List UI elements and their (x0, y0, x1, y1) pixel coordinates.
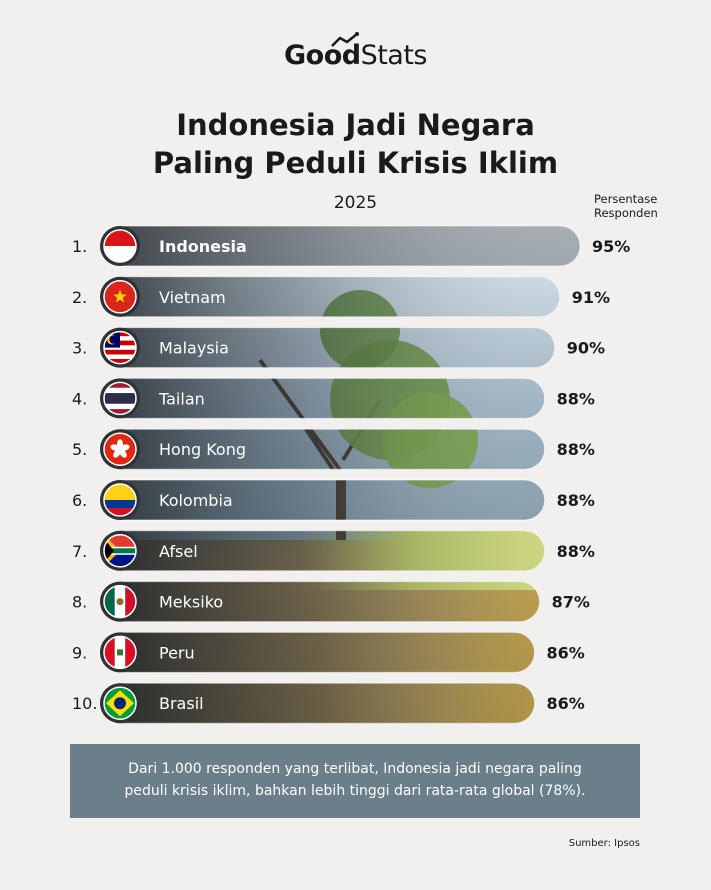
mexico-flag-icon (103, 584, 137, 619)
category-label-meksiko: Meksiko (159, 593, 223, 612)
rank-label: 6. (72, 491, 87, 510)
logo-stats-text: Stats (360, 40, 428, 71)
category-label-malaysia: Malaysia (159, 339, 229, 358)
south-africa-flag-icon (103, 534, 137, 568)
indonesia-flag-icon (103, 229, 137, 263)
logo-good-text: Good (283, 40, 361, 71)
peru-flag-icon (103, 635, 137, 670)
bar-highlight-indonesia (100, 226, 580, 266)
value-label-indonesia: 95% (592, 237, 630, 256)
chart-subtitle-year: 2025 (333, 193, 378, 213)
value-label-afsel: 88% (557, 542, 595, 561)
rank-label: 3. (72, 339, 87, 358)
note-line-1: Dari 1.000 responden yang terlibat, Indo… (128, 761, 582, 777)
title-line-1: Indonesia Jadi Negara (176, 108, 535, 142)
rank-label: 7. (72, 542, 87, 561)
colombia-flag-icon (103, 483, 137, 517)
source-credit: Sumber: Ipsos (568, 838, 640, 849)
goodstats-logo: GoodStats (0, 32, 711, 71)
category-label-indonesia: Indonesia (159, 237, 247, 256)
category-label-vietnam: Vietnam (159, 288, 226, 307)
rank-label: 4. (72, 389, 87, 408)
column-header-line-2: Responden (594, 206, 658, 220)
value-label-hong-kong: 88% (557, 440, 595, 459)
note-line-2: peduli krisis iklim, bahkan lebih tinggi… (124, 783, 586, 799)
thailand-flag-icon (103, 381, 137, 416)
rank-label: 10. (72, 694, 97, 713)
value-label-meksiko: 87% (552, 593, 590, 612)
rank-label: 5. (72, 440, 87, 459)
value-label-kolombia: 88% (557, 491, 595, 510)
value-label-peru: 86% (547, 643, 585, 662)
rank-label: 2. (72, 288, 87, 307)
summary-note: Dari 1.000 responden yang terlibat, Indo… (70, 744, 640, 818)
category-label-brasil: Brasil (159, 694, 204, 713)
rank-label: 8. (72, 593, 87, 612)
category-label-peru: Peru (159, 643, 195, 662)
category-label-afsel: Afsel (159, 542, 198, 561)
chart-title: Indonesia Jadi Negara Paling Peduli Kris… (0, 106, 711, 182)
category-label-tailan: Tailan (158, 389, 205, 408)
title-line-2: Paling Peduli Krisis Iklim (152, 146, 559, 180)
rank-label: 9. (72, 643, 87, 662)
category-label-hong-kong: Hong Kong (159, 440, 246, 459)
value-label-brasil: 86% (547, 694, 585, 713)
chart-line-icon (331, 32, 359, 47)
brazil-flag-icon (103, 686, 137, 720)
hong-kong-flag-icon (103, 432, 137, 466)
value-label-malaysia: 90% (567, 339, 605, 358)
vietnam-flag-icon (103, 280, 137, 314)
value-column-header: Persentase Responden (594, 192, 704, 220)
value-label-tailan: 88% (557, 389, 595, 408)
column-header-line-1: Persentase (594, 192, 658, 206)
rank-label: 1. (72, 237, 87, 256)
malaysia-flag-icon (103, 330, 137, 365)
category-label-kolombia: Kolombia (159, 491, 233, 510)
value-label-vietnam: 91% (572, 288, 610, 307)
